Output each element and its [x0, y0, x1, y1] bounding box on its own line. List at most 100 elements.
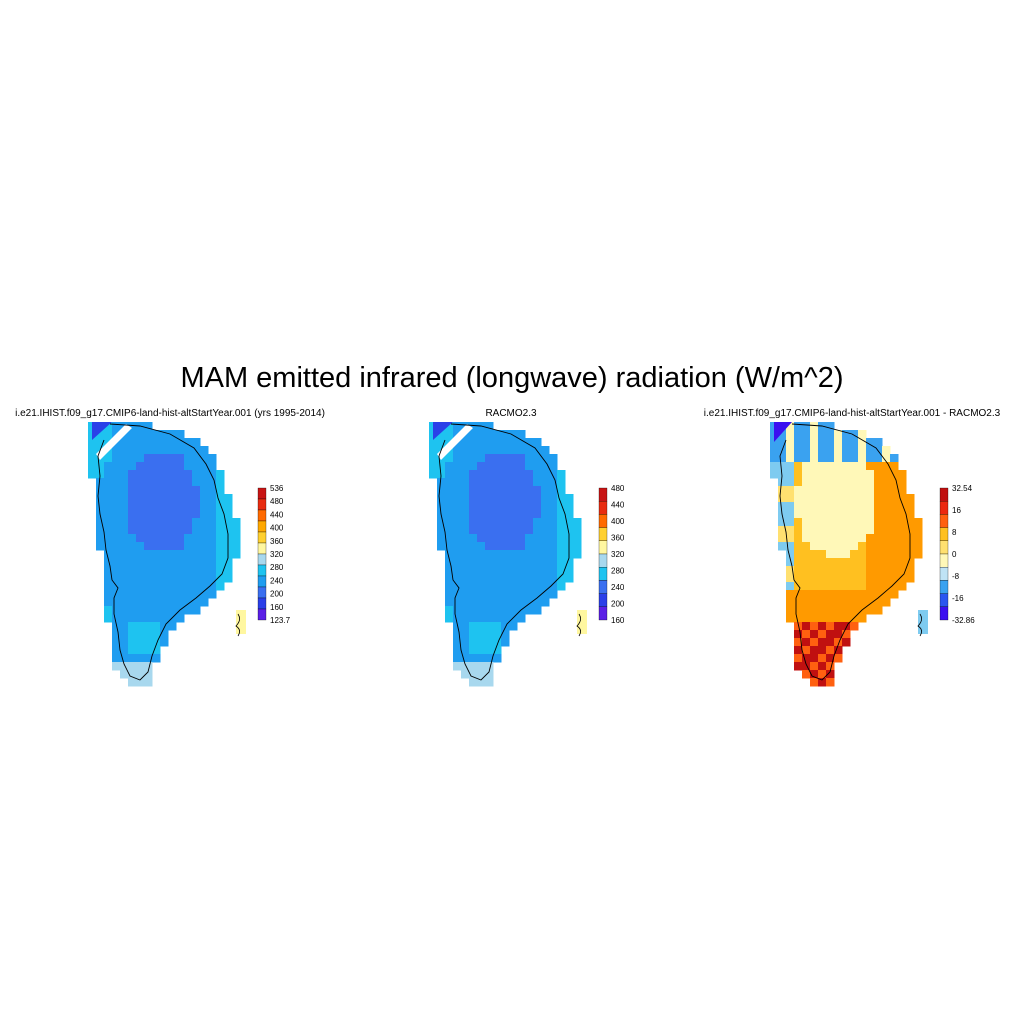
grid-cell: [509, 582, 518, 591]
grid-cell: [525, 478, 534, 487]
grid-cell: [88, 462, 97, 471]
grid-cell: [810, 646, 819, 655]
grid-cell: [517, 438, 526, 447]
grid-cell: [128, 662, 137, 671]
grid-cell: [826, 606, 835, 615]
grid-cell: [453, 422, 462, 431]
grid-cell: [557, 550, 566, 559]
grid-cell: [168, 558, 177, 567]
grid-cell: [890, 566, 899, 575]
grid-cell: [200, 446, 209, 455]
grid-cell: [120, 646, 129, 655]
grid-cell: [112, 550, 121, 559]
grid-cell: [786, 446, 795, 455]
grid-cell: [477, 430, 486, 439]
grid-cell: [810, 430, 819, 439]
grid-cell: [176, 590, 185, 599]
grid-cell: [485, 486, 494, 495]
grid-cell: [549, 502, 558, 511]
grid-cell: [200, 462, 209, 471]
grid-cell: [128, 462, 137, 471]
grid-cell: [104, 486, 113, 495]
grid-cell: [794, 470, 803, 479]
grid-cell: [160, 590, 169, 599]
grid-cell: [445, 502, 454, 511]
colorbar-tick-label: 440: [611, 501, 625, 510]
grid-cell: [216, 574, 225, 583]
grid-cell: [906, 518, 915, 527]
grid-cell: [842, 542, 851, 551]
grid-cell: [778, 478, 787, 487]
grid-cell: [874, 542, 883, 551]
grid-cell: [469, 550, 478, 559]
grid-cell: [493, 582, 502, 591]
grid-cell: [786, 614, 795, 623]
grid-cell: [469, 438, 478, 447]
grid-cell: [810, 454, 819, 463]
grid-cell: [469, 526, 478, 535]
grid-cell: [200, 486, 209, 495]
grid-cell: [882, 502, 891, 511]
grid-cell: [501, 502, 510, 511]
grid-cell: [818, 462, 827, 471]
grid-cell: [485, 622, 494, 631]
grid-cell: [882, 534, 891, 543]
grid-cell: [525, 606, 534, 615]
grid-cell: [216, 542, 225, 551]
grid-cell: [453, 446, 462, 455]
grid-cell: [533, 454, 542, 463]
grid-cell: [541, 526, 550, 535]
grid-cell: [850, 534, 859, 543]
grid-cell: [152, 550, 161, 559]
grid-cell: [136, 542, 145, 551]
grid-cell: [477, 534, 486, 543]
grid-cell: [176, 478, 185, 487]
grid-cell: [786, 510, 795, 519]
grid-cell: [810, 510, 819, 519]
grid-cell: [810, 446, 819, 455]
grid-cell: [834, 606, 843, 615]
grid-cell: [469, 638, 478, 647]
grid-cell: [850, 518, 859, 527]
grid-cell: [565, 574, 574, 583]
grid-cell: [208, 550, 217, 559]
grid-cell: [778, 454, 787, 463]
grid-cell: [533, 446, 542, 455]
colorbar-tick-label: 160: [270, 603, 284, 612]
grid-cell: [112, 630, 121, 639]
grid-cell: [136, 558, 145, 567]
grid-cell: [533, 574, 542, 583]
grid-cell: [906, 566, 915, 575]
grid-cell: [477, 494, 486, 503]
grid-cell: [802, 494, 811, 503]
grid-cell: [794, 662, 803, 671]
grid-cell: [517, 430, 526, 439]
grid-cell: [192, 526, 201, 535]
grid-cell: [176, 438, 185, 447]
grid-cell: [160, 454, 169, 463]
grid-cell: [549, 566, 558, 575]
grid-cell: [818, 430, 827, 439]
grid-cell: [874, 494, 883, 503]
grid-cell: [445, 614, 454, 623]
grid-cell: [557, 518, 566, 527]
grid-cell: [842, 622, 851, 631]
grid-cell: [874, 486, 883, 495]
grid-cell: [549, 574, 558, 583]
grid-cell: [882, 462, 891, 471]
grid-cell: [96, 534, 105, 543]
grid-cell: [770, 446, 779, 455]
grid-cell: [160, 630, 169, 639]
grid-cell: [144, 630, 153, 639]
grid-cell: [112, 598, 121, 607]
grid-cell: [128, 558, 137, 567]
grid-cell: [469, 558, 478, 567]
grid-cell: [208, 518, 217, 527]
grid-cell: [794, 558, 803, 567]
grid-cell: [136, 534, 145, 543]
grid-cell: [152, 494, 161, 503]
grid-cell: [866, 526, 875, 535]
grid-cell: [842, 478, 851, 487]
grid-cell: [866, 486, 875, 495]
grid-cell: [120, 438, 129, 447]
